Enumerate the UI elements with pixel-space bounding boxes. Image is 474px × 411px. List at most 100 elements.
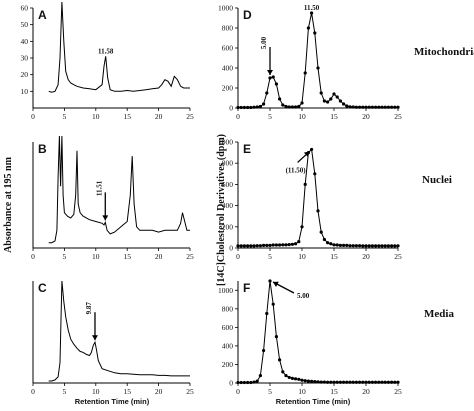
data-point [313,172,317,176]
panel-letter: B [38,142,47,156]
x-tick-label: 15 [330,252,338,261]
data-point [367,244,371,248]
data-point [342,380,346,384]
annotation-label: 11.58 [98,47,114,55]
data-point [303,71,307,75]
trace-line [238,12,398,108]
x-tick-label: 0 [236,112,240,121]
data-point [322,99,326,103]
data-point [332,243,336,247]
data-point [287,105,291,109]
data-point [386,380,390,384]
panel-b: 0 5 10 15 20 25 B 11.51 [31,135,194,261]
data-point [258,373,262,378]
y-tick-label: 800 [222,159,234,168]
data-point [271,75,275,79]
data-point [396,244,400,248]
data-point [278,243,282,247]
data-point [268,279,272,283]
data-point [326,241,330,245]
data-point [258,244,262,248]
data-point [386,105,390,109]
data-point [290,376,294,380]
x-tick-label: 5 [63,387,67,396]
data-point [287,243,291,247]
y-tick-label: 10 [21,87,29,96]
annotation-label: 11.50 [304,4,320,12]
data-point [361,380,365,384]
y-tick-label: 0 [229,379,233,388]
data-point [396,105,400,109]
data-point [239,380,243,385]
data-point [297,240,301,244]
data-point [358,244,362,248]
data-point [335,243,339,247]
row-label-nuclei: Nuclei [422,174,452,186]
y-tick-label: 200 [222,222,234,231]
data-point [370,105,374,109]
data-point [294,105,298,109]
data-point [265,243,269,247]
trace-line [238,148,398,247]
data-point [351,380,355,384]
data-point [236,380,240,385]
data-point [377,105,381,109]
x-tick-label: 10 [92,387,100,396]
x-tick-label: 25 [186,112,194,121]
panel-e: 0 5 10 15 20 25 0 200 400 600 800 1000 E (11.50) [218,138,402,262]
data-point [265,311,269,316]
x-tick-label: 25 [186,387,194,396]
data-point [239,244,243,248]
x-tick-label: 5 [268,112,272,121]
panel-letter: E [243,142,251,156]
data-point [290,242,294,246]
data-point [338,380,342,384]
data-point [255,244,259,248]
data-point [284,104,288,109]
data-point [390,380,394,384]
data-point [246,380,250,385]
data-point [239,105,243,110]
y-tick-label: 30 [21,54,29,63]
data-point [281,370,285,374]
data-point [390,244,394,248]
data-point [396,380,400,384]
data-point [319,380,323,384]
x-tick-label: 10 [298,252,306,261]
y-tick-label: 600 [222,180,234,189]
data-point [380,244,384,248]
data-point [358,105,362,109]
annotation-label: (11.50) [286,166,307,174]
data-point [262,243,266,247]
data-point [354,105,358,109]
x-tick-label: 20 [362,112,370,121]
data-point [316,66,320,70]
data-point [255,105,259,109]
data-point [306,26,310,30]
data-point [383,105,387,109]
y-tick-label: 50 [21,20,29,29]
data-point [303,182,307,186]
y-tick-label: 600 [222,323,234,332]
data-point [335,95,339,99]
data-point [393,105,397,109]
data-point [313,380,317,384]
data-point [326,100,330,104]
data-point [297,377,301,381]
data-point [354,380,358,384]
data-point [374,244,378,248]
data-point [370,244,374,248]
data-point [255,379,259,383]
data-point [338,99,342,103]
trace-line [48,135,190,244]
data-point [310,379,314,383]
x-tick-label: 10 [298,112,306,121]
data-point [364,105,368,109]
annotation-label: 11.51 [95,180,103,196]
data-point [380,105,384,109]
annotation-label: 9.87 [85,302,93,315]
x-tick-label: 15 [123,252,131,261]
x-tick-label: 0 [31,252,35,261]
data-point [383,244,387,248]
